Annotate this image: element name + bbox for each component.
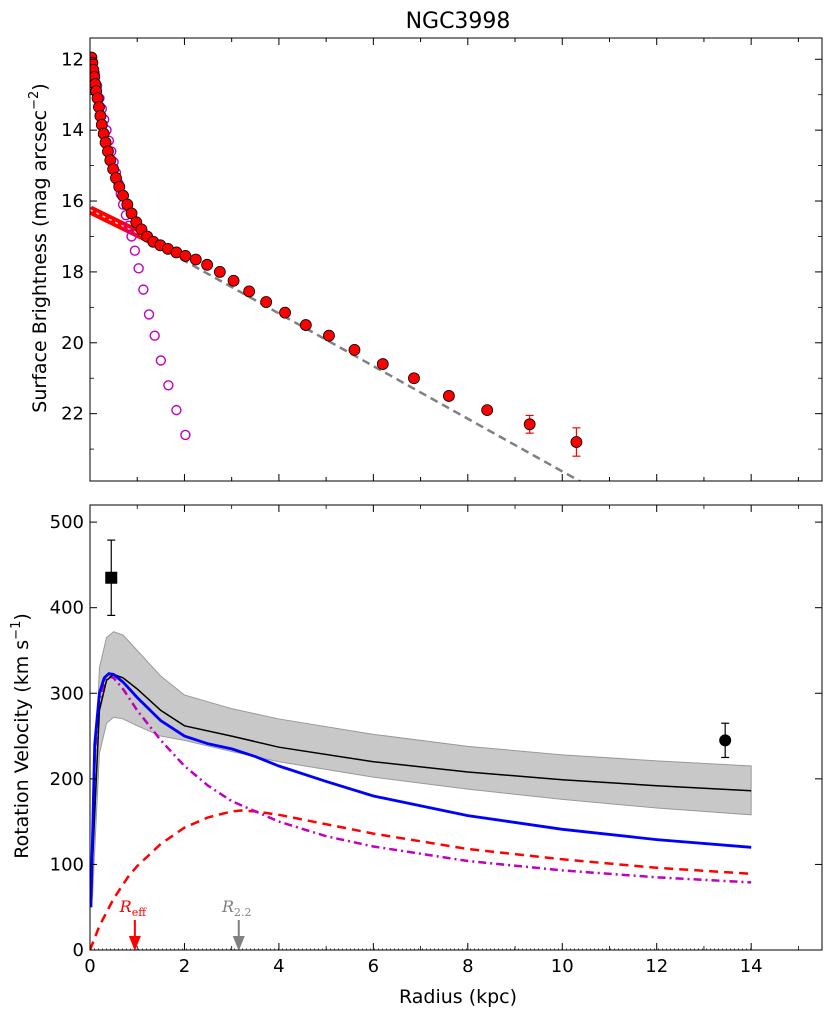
xtick-label: 10 bbox=[551, 956, 574, 977]
bottom-ylabel: Rotation Velocity (km s−1) bbox=[9, 613, 33, 859]
sb-point bbox=[179, 250, 192, 262]
ytick-label: 300 bbox=[50, 683, 84, 704]
ytick-label: 0 bbox=[73, 940, 84, 961]
xtick-label: 2 bbox=[179, 956, 190, 977]
xtick-label: 12 bbox=[645, 956, 668, 977]
sb-point bbox=[323, 329, 335, 342]
sb-point bbox=[201, 258, 214, 271]
ytick-label: 400 bbox=[50, 598, 84, 619]
sb-point bbox=[260, 296, 273, 308]
xtick-label: 14 bbox=[740, 956, 763, 977]
sb-point bbox=[408, 372, 420, 385]
ytick-label: 12 bbox=[61, 49, 84, 70]
sb-point bbox=[279, 306, 291, 319]
top-frame bbox=[89, 37, 823, 482]
sb-point bbox=[299, 319, 312, 331]
xtick-label: 8 bbox=[462, 956, 473, 977]
sb-point bbox=[243, 285, 256, 298]
bulge-point bbox=[133, 263, 144, 274]
disk-curve bbox=[90, 809, 752, 950]
bottom-panel: Reff R2.2 0 100 200 300 400 500 0 2 4 6 8 10 12 14 bbox=[50, 504, 823, 977]
bottom-frame bbox=[89, 504, 823, 951]
bulge-point bbox=[143, 309, 155, 320]
annotation-label: Reff bbox=[119, 897, 148, 919]
ytick-label: 14 bbox=[61, 120, 84, 141]
sb-point bbox=[227, 274, 240, 287]
bulge-point bbox=[180, 429, 191, 441]
circle-point bbox=[719, 734, 732, 747]
bulge-point bbox=[149, 330, 160, 341]
sb-point bbox=[213, 266, 226, 278]
xtick-label: 4 bbox=[273, 956, 284, 977]
xtick-label: 6 bbox=[368, 956, 379, 977]
ytick-label: 200 bbox=[50, 769, 84, 790]
bulge-point bbox=[155, 355, 167, 366]
bulge-point bbox=[129, 245, 141, 256]
bottom-xlabel: Radius (kpc) bbox=[399, 986, 517, 1008]
ytick-label: 20 bbox=[61, 333, 84, 354]
uncertainty-band bbox=[91, 631, 752, 899]
top-panel: 12 14 16 18 20 22 bbox=[61, 37, 823, 482]
ytick-label: 500 bbox=[50, 512, 84, 533]
ytick-label: 16 bbox=[61, 191, 84, 212]
sb-point bbox=[481, 404, 494, 417]
top-ylabel: Surface Brightness (mag arcsec−2) bbox=[27, 83, 51, 412]
sb-point bbox=[523, 418, 536, 431]
sb-point bbox=[443, 390, 455, 402]
xtick-label: 0 bbox=[84, 956, 95, 977]
bulge-point bbox=[163, 380, 174, 391]
bulge-point bbox=[171, 404, 182, 416]
sb-point bbox=[376, 358, 389, 370]
sb-point bbox=[348, 343, 361, 356]
arrow-head bbox=[232, 936, 245, 951]
bottom-plot-area bbox=[90, 539, 752, 950]
sb-point bbox=[570, 436, 583, 448]
ytick-label: 22 bbox=[61, 404, 84, 425]
top-plot-area bbox=[90, 51, 583, 481]
arrow-head bbox=[128, 936, 141, 951]
bulge-point bbox=[126, 231, 137, 242]
annotation-label: R2.2 bbox=[221, 897, 252, 919]
ytick-label: 18 bbox=[61, 262, 84, 283]
sb-point bbox=[189, 253, 202, 266]
ytick-label: 100 bbox=[50, 854, 84, 875]
model-curve bbox=[91, 673, 752, 865]
bulge-curve bbox=[90, 674, 752, 908]
total-curve bbox=[90, 672, 752, 908]
bulge-point bbox=[138, 284, 149, 295]
chart-title: NGC3998 bbox=[406, 9, 511, 34]
square-point bbox=[105, 571, 118, 584]
